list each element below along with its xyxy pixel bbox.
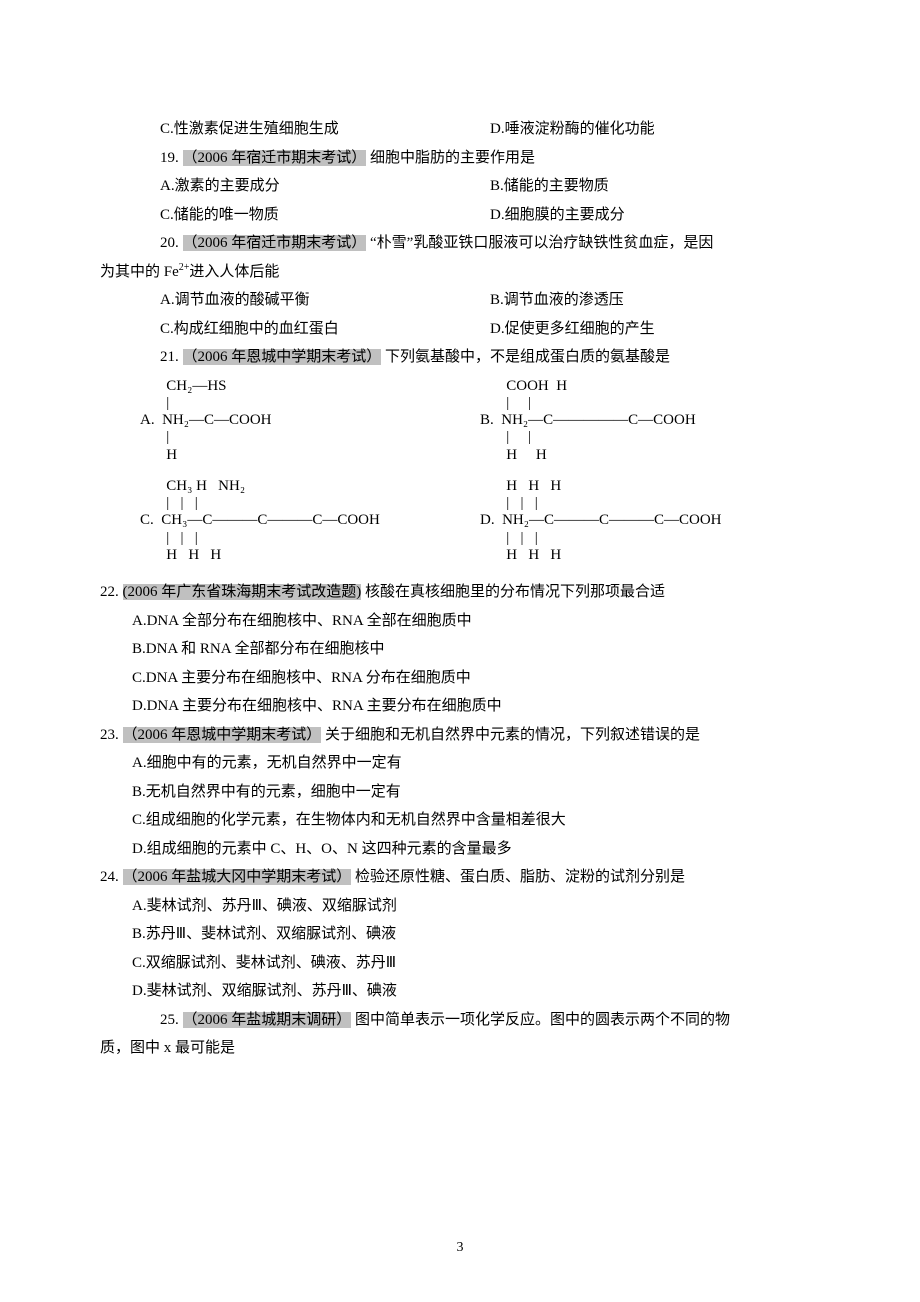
q19-opt-b: B.储能的主要物质	[490, 172, 820, 201]
q21-c-l5: H H H	[140, 547, 480, 564]
q24-opt-d: D.斐林试剂、双缩脲试剂、苏丹Ⅲ、碘液	[100, 977, 820, 1006]
q19-num: 19.	[160, 150, 179, 166]
q23-opt-a: A.细胞中有的元素，无机自然界中一定有	[100, 749, 820, 778]
q21-c-l3: C. CH₃—C———C———C—COOH	[140, 512, 480, 529]
q22-stem: 22. (2006 年广东省珠海期末考试改造题) 核酸在真核细胞里的分布情况下列…	[100, 578, 820, 607]
q22-opt-d: D.DNA 主要分布在细胞核中、RNA 主要分布在细胞质中	[100, 692, 820, 721]
q21-d-l1: H H H	[480, 478, 820, 495]
q23-opt-c: C.组成细胞的化学元素，在生物体内和无机自然界中含量相差很大	[100, 806, 820, 835]
q24-opt-c: C.双缩脲试剂、斐林试剂、碘液、苏丹Ⅲ	[100, 949, 820, 978]
q19-stem: 19. （2006 年宿迁市期末考试） 细胞中脂肪的主要作用是	[100, 144, 820, 173]
q21-stem: 21. （2006 年恩城中学期末考试） 下列氨基酸中，不是组成蛋白质的氨基酸是	[100, 343, 820, 372]
q21-d-l4: | | |	[480, 530, 820, 547]
q24-opt-b: B.苏丹Ⅲ、斐林试剂、双缩脲试剂、碘液	[100, 920, 820, 949]
q21-opt-c: CH₃ H NH₂ | | | C. CH₃—C———C———C—COOH | …	[140, 478, 480, 564]
q23-opt-b: B.无机自然界中有的元素，细胞中一定有	[100, 778, 820, 807]
q22-stem-text: 核酸在真核细胞里的分布情况下列那项最合适	[365, 584, 665, 600]
q21-a-l3: A. NH₂—C—COOH	[140, 412, 480, 429]
q25-stem2: 质，图中 x 最可能是	[100, 1034, 820, 1063]
q21-b-l5: H H	[480, 447, 820, 464]
q20-opt-d: D.促使更多红细胞的产生	[490, 315, 820, 344]
q20-stem: 20. （2006 年宿迁市期末考试） “朴雪”乳酸亚铁口服液可以治疗缺铁性贫血…	[100, 229, 820, 258]
q21-d-l3: D. NH₂—C———C———C—COOH	[480, 512, 820, 529]
q21-a-l5: H	[140, 447, 480, 464]
q21-src: （2006 年恩城中学期末考试）	[183, 349, 382, 365]
q21-b-l2: | |	[480, 395, 820, 412]
q20-options-ab: A.调节血液的酸碱平衡 B.调节血液的渗透压	[100, 286, 820, 315]
q23-stem: 23. （2006 年恩城中学期末考试） 关于细胞和无机自然界中元素的情况，下列…	[100, 721, 820, 750]
q24-stem: 24. （2006 年盐城大冈中学期末考试） 检验还原性糖、蛋白质、脂肪、淀粉的…	[100, 863, 820, 892]
q21-d-l2: | | |	[480, 495, 820, 512]
q25-stem: 25. （2006 年盐城期末调研） 图中简单表示一项化学反应。图中的圆表示两个…	[100, 1006, 820, 1035]
q18-opt-c: C.性激素促进生殖细胞生成	[160, 115, 490, 144]
q21-stem-text: 下列氨基酸中，不是组成蛋白质的氨基酸是	[385, 349, 670, 365]
q21-opt-b: COOH H | | B. NH₂—C—————C—COOH | | H H	[480, 378, 820, 464]
q19-options-ab: A.激素的主要成分 B.储能的主要物质	[100, 172, 820, 201]
q18-opt-d: D.唾液淀粉酶的催化功能	[490, 115, 820, 144]
q21-c-l2: | | |	[140, 495, 480, 512]
q21-b-l3: B. NH₂—C—————C—COOH	[480, 412, 820, 429]
q23-stem-text: 关于细胞和无机自然界中元素的情况，下列叙述错误的是	[325, 727, 700, 743]
q22-opt-a: A.DNA 全部分布在细胞核中、RNA 全部在细胞质中	[100, 607, 820, 636]
q19-src: （2006 年宿迁市期末考试）	[183, 150, 367, 166]
q23-num: 23.	[100, 727, 119, 743]
q22-opt-b: B.DNA 和 RNA 全部都分布在细胞核中	[100, 635, 820, 664]
q23-opt-d: D.组成细胞的元素中 C、H、O、N 这四种元素的含量最多	[100, 835, 820, 864]
q24-src: （2006 年盐城大冈中学期末考试）	[123, 869, 352, 885]
q21-a-l1: CH₂—HS	[140, 378, 480, 395]
q20-opt-c: C.构成红细胞中的血红蛋白	[160, 315, 490, 344]
q21-formula-row-cd: CH₃ H NH₂ | | | C. CH₃—C———C———C—COOH | …	[140, 478, 820, 564]
q20-opt-b: B.调节血液的渗透压	[490, 286, 820, 315]
q20-stem2: 为其中的 Fe2+进入人体后能	[100, 258, 820, 287]
q19-options-cd: C.储能的唯一物质 D.细胞膜的主要成分	[100, 201, 820, 230]
q21-formula-row-ab: CH₂—HS | A. NH₂—C—COOH | H COOH H | | B.…	[140, 378, 820, 464]
q25-num: 25.	[160, 1012, 179, 1028]
q18-options-cd: C.性激素促进生殖细胞生成 D.唾液淀粉酶的催化功能	[100, 115, 820, 144]
q22-opt-c: C.DNA 主要分布在细胞核中、RNA 分布在细胞质中	[100, 664, 820, 693]
q19-opt-d: D.细胞膜的主要成分	[490, 201, 820, 230]
q20-stem-text: “朴雪”乳酸亚铁口服液可以治疗缺铁性贫血症，是因	[370, 235, 713, 251]
q21-d-l5: H H H	[480, 547, 820, 564]
q25-src: （2006 年盐城期末调研）	[183, 1012, 352, 1028]
page-number: 3	[0, 1235, 920, 1262]
q21-b-l1: COOH H	[480, 378, 820, 395]
page: C.性激素促进生殖细胞生成 D.唾液淀粉酶的催化功能 19. （2006 年宿迁…	[0, 0, 920, 1302]
q20-num: 20.	[160, 235, 179, 251]
q21-opt-a: CH₂—HS | A. NH₂—C—COOH | H	[140, 378, 480, 464]
q21-a-l2: |	[140, 395, 480, 412]
q23-src: （2006 年恩城中学期末考试）	[123, 727, 322, 743]
q20-opt-a: A.调节血液的酸碱平衡	[160, 286, 490, 315]
q21-num: 21.	[160, 349, 179, 365]
q22-src: (2006 年广东省珠海期末考试改造题)	[123, 584, 362, 600]
q19-opt-a: A.激素的主要成分	[160, 172, 490, 201]
q20-src: （2006 年宿迁市期末考试）	[183, 235, 367, 251]
q20-stem2-prefix: 为其中的 Fe	[100, 264, 179, 280]
q21-opt-d: H H H | | | D. NH₂—C———C———C—COOH | | | …	[480, 478, 820, 564]
q24-stem-text: 检验还原性糖、蛋白质、脂肪、淀粉的试剂分别是	[355, 869, 685, 885]
q24-num: 24.	[100, 869, 119, 885]
q19-stem-text: 细胞中脂肪的主要作用是	[370, 150, 535, 166]
q21-c-l4: | | |	[140, 530, 480, 547]
q21-a-l4: |	[140, 429, 480, 446]
q22-num: 22.	[100, 584, 119, 600]
q21-b-l4: | |	[480, 429, 820, 446]
q24-opt-a: A.斐林试剂、苏丹Ⅲ、碘液、双缩脲试剂	[100, 892, 820, 921]
q21-c-l1: CH₃ H NH₂	[140, 478, 480, 495]
q25-stem-text: 图中简单表示一项化学反应。图中的圆表示两个不同的物	[355, 1012, 730, 1028]
q20-stem2-suffix: 进入人体后能	[189, 264, 279, 280]
q19-opt-c: C.储能的唯一物质	[160, 201, 490, 230]
q20-options-cd: C.构成红细胞中的血红蛋白 D.促使更多红细胞的产生	[100, 315, 820, 344]
q20-stem2-sup: 2+	[179, 262, 190, 273]
